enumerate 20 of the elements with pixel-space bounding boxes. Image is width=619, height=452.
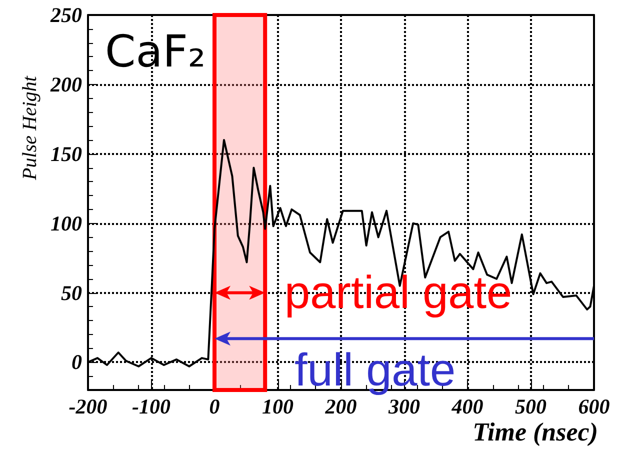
x-tick-label: 300 — [388, 394, 420, 418]
annotation: CaF₂ — [105, 26, 206, 78]
x-tick-label: 100 — [262, 394, 294, 418]
y-tick-label: 50 — [61, 280, 82, 305]
x-tick-label: -100 — [132, 394, 171, 418]
y-tick-label: 150 — [50, 142, 82, 166]
y-tick-label: 200 — [50, 72, 82, 96]
annotation: full gate — [294, 344, 456, 396]
x-tick-label: 0 — [209, 394, 220, 418]
y-tick-label: 100 — [50, 211, 82, 236]
y-tick-label: 250 — [50, 3, 82, 27]
x-tick-label: 400 — [450, 394, 484, 418]
x-tick-label: 500 — [515, 394, 547, 418]
y-axis-title: Pulse Height — [19, 76, 41, 181]
x-tick-label: -200 — [68, 394, 108, 418]
x-tick-label: 600 — [578, 394, 610, 418]
x-axis-title: Time (nsec) — [472, 418, 598, 446]
y-tick-label: 0 — [72, 350, 82, 374]
x-tick-label: 200 — [324, 394, 358, 418]
annotation: partial gate — [284, 266, 512, 318]
